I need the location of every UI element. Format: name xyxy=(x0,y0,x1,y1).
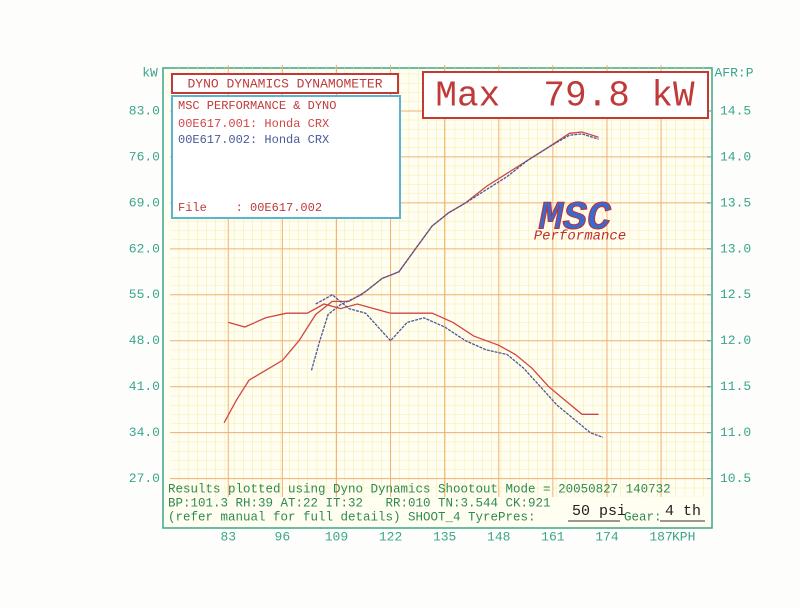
y2-tick-label: 14.5 xyxy=(720,103,751,118)
chart-title: DYNO DYNAMICS DYNAMOMETER xyxy=(187,76,382,91)
max-power: Max 79.8 kW xyxy=(435,76,695,117)
y-tick-label: 55.0 xyxy=(129,287,160,302)
y2-tick-label: 11.0 xyxy=(720,425,751,440)
y-tick-label: 41.0 xyxy=(129,379,160,394)
logo-sub: Performance xyxy=(534,229,626,245)
y-tick-label: 83.0 xyxy=(129,103,160,118)
max-box xyxy=(422,71,709,119)
legend-box xyxy=(171,95,401,219)
title-box xyxy=(171,73,399,94)
tyre-pressure: 50 psi xyxy=(572,503,626,520)
y2-axis-label: AFR:P xyxy=(714,65,753,80)
footer-line: BP:101.3 RH:39 AT:22 IT:32 RR:010 TN:3.5… xyxy=(168,496,551,510)
x-tick-label: 187 xyxy=(649,529,672,544)
y-tick-label: 48.0 xyxy=(129,333,160,348)
series-line xyxy=(315,294,604,438)
y2-tick-label: 12.0 xyxy=(720,333,751,348)
gear-label: Gear: xyxy=(624,510,662,524)
gear: 4 th xyxy=(665,503,701,520)
x-tick-label: 174 xyxy=(595,529,619,544)
x-tick-label: 96 xyxy=(275,529,291,544)
logo: MSC xyxy=(538,197,612,242)
y-tick-label: 34.0 xyxy=(129,425,160,440)
footer-line: Results plotted using Dyno Dynamics Shoo… xyxy=(168,482,671,496)
footer-line: (refer manual for full details) SHOOT_4 … xyxy=(168,510,536,524)
y2-tick-label: 10.5 xyxy=(720,471,751,486)
x-tick-label: 161 xyxy=(541,529,565,544)
legend-title: MSC PERFORMANCE & DYNO xyxy=(178,99,336,113)
x-tick-label: 135 xyxy=(433,529,456,544)
x-tick-label: 83 xyxy=(220,529,236,544)
y2-tick-label: 14.0 xyxy=(720,149,751,164)
x-tick-label: 148 xyxy=(487,529,510,544)
y-tick-label: 76.0 xyxy=(129,149,160,164)
y2-tick-label: 12.5 xyxy=(720,287,751,302)
y-tick-label: 69.0 xyxy=(129,195,160,210)
x-tick-label: 122 xyxy=(379,529,402,544)
y2-tick-label: 11.5 xyxy=(720,379,751,394)
file-label: File : 00E617.002 xyxy=(178,201,322,215)
y-axis-label: kW xyxy=(142,65,158,80)
series-line xyxy=(310,133,599,371)
y2-tick-label: 13.5 xyxy=(720,195,751,210)
series-line xyxy=(228,303,599,415)
x-tick-label: 109 xyxy=(325,529,348,544)
legend-entry: 00E617.002: Honda CRX xyxy=(178,133,329,147)
legend-entry: 00E617.001: Honda CRX xyxy=(178,117,329,131)
y2-tick-label: 13.0 xyxy=(720,241,751,256)
y-tick-label: 62.0 xyxy=(129,241,160,256)
y-tick-label: 27.0 xyxy=(129,471,160,486)
x-axis-label: KPH xyxy=(672,529,695,544)
